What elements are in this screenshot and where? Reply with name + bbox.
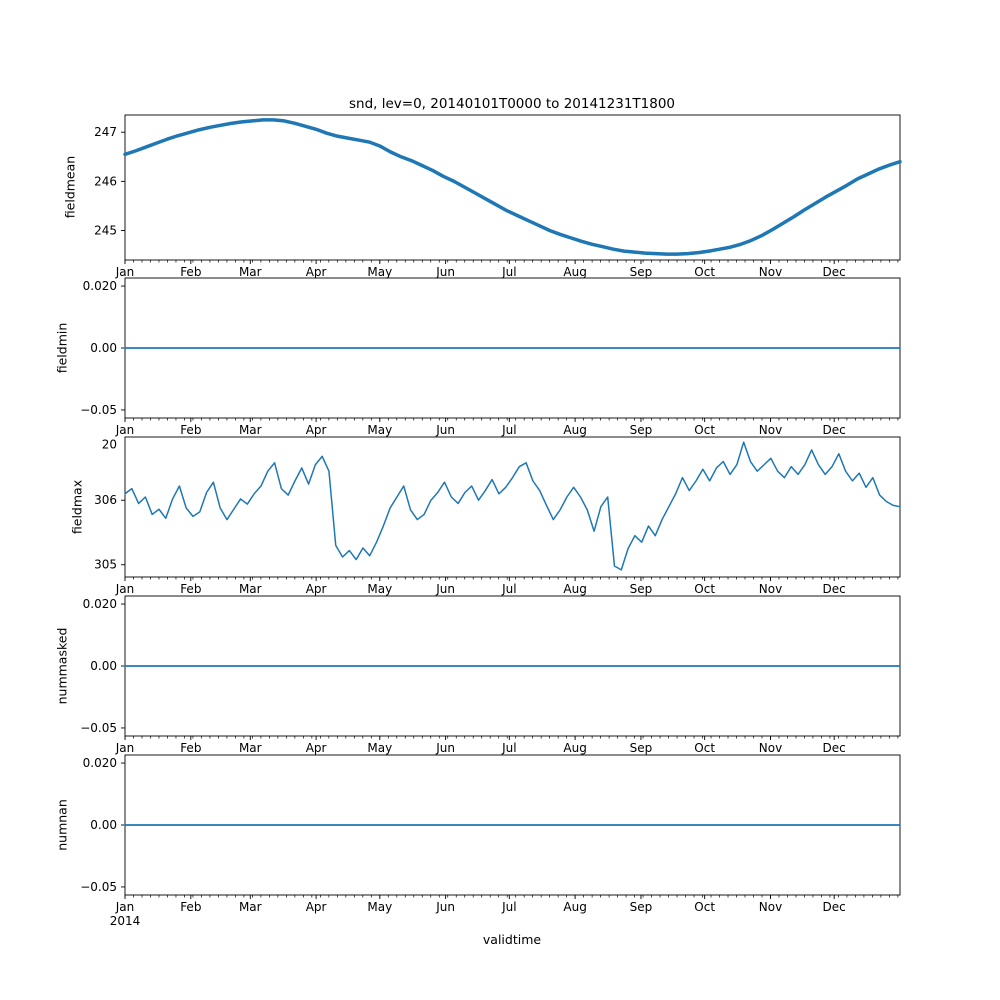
x-tick-label: Feb: [180, 900, 201, 914]
x-tick-label: Feb: [180, 265, 201, 279]
x-tick-label: Oct: [694, 423, 715, 437]
y-tick-label: 0.00: [90, 659, 117, 673]
x-tick-label: Feb: [180, 741, 201, 755]
ylabel-numnan: numnan: [54, 799, 70, 851]
x-tick-label: Aug: [563, 265, 586, 279]
y-tick-label: 245: [94, 224, 117, 238]
x-tick-label: Mar: [239, 741, 262, 755]
x-tick-label: Apr: [306, 900, 327, 914]
x-tick-label: Jan: [115, 741, 135, 755]
y-tick-label: −0.05: [80, 403, 117, 417]
x-axis-label: validtime: [482, 932, 542, 947]
x-tick-label: Aug: [563, 900, 586, 914]
x-tick-label: Mar: [239, 900, 262, 914]
x-tick-label: Oct: [694, 582, 715, 596]
x-tick-label: Dec: [823, 582, 846, 596]
y-tick-label: 306: [94, 493, 117, 507]
x-tick-label: Apr: [306, 741, 327, 755]
x-tick-label: Jul: [501, 900, 516, 914]
x-tick-label: Nov: [759, 582, 782, 596]
y-tick-label: 247: [94, 125, 117, 139]
year-label: 2014: [109, 914, 141, 928]
y-tick-label: −0.05: [80, 721, 117, 735]
x-tick-label: Nov: [759, 265, 782, 279]
x-tick-label: Jun: [435, 900, 455, 914]
x-tick-label: Aug: [563, 582, 586, 596]
x-tick-label: Sep: [630, 582, 653, 596]
x-tick-label: Jul: [501, 741, 516, 755]
y-tick-label: 0.020: [83, 756, 117, 770]
chart-title: snd, lev=0, 20140101T0000 to 20141231T18…: [348, 96, 676, 112]
x-tick-label: Aug: [563, 741, 586, 755]
x-tick-label: Dec: [823, 423, 846, 437]
y-tick-label: 0.00: [90, 341, 117, 355]
y-tick-label: −0.05: [80, 880, 117, 894]
x-tick-label: May: [367, 423, 392, 437]
x-tick-label: Jun: [435, 741, 455, 755]
x-tick-label: Sep: [630, 900, 653, 914]
x-tick-label: Nov: [759, 900, 782, 914]
x-tick-label: Oct: [694, 741, 715, 755]
x-tick-label: Jul: [501, 265, 516, 279]
y-tick-label: 0.00: [90, 818, 117, 832]
y-tick-label: 0.020: [83, 597, 117, 611]
x-tick-label: Mar: [239, 423, 262, 437]
x-tick-label: Dec: [823, 900, 846, 914]
x-tick-label: Apr: [306, 582, 327, 596]
x-tick-label: Jun: [435, 265, 455, 279]
x-tick-label: Jan: [115, 900, 135, 914]
ylabel-fieldmax: fieldmax: [69, 479, 85, 535]
x-tick-label: Jul: [501, 423, 516, 437]
x-tick-label: Nov: [759, 741, 782, 755]
ylabel-fieldmin: fieldmin: [54, 322, 70, 374]
plot-frame: [124, 436, 901, 578]
x-tick-label: Jun: [435, 582, 455, 596]
x-tick-label: May: [367, 265, 392, 279]
x-tick-label: Oct: [694, 265, 715, 279]
x-tick-label: Sep: [630, 265, 653, 279]
x-tick-label: Feb: [180, 423, 201, 437]
x-tick-label: May: [367, 900, 392, 914]
x-tick-label: Apr: [306, 265, 327, 279]
x-tick-label: Mar: [239, 265, 262, 279]
x-tick-label: Nov: [759, 423, 782, 437]
x-tick-label: Dec: [823, 741, 846, 755]
x-tick-label: May: [367, 741, 392, 755]
y-tick-label: 0.020: [83, 279, 117, 293]
x-tick-label: Sep: [630, 741, 653, 755]
x-tick-label: Jul: [501, 582, 516, 596]
x-tick-label: Apr: [306, 423, 327, 437]
x-tick-label: Feb: [180, 582, 201, 596]
x-tick-label: Dec: [823, 265, 846, 279]
x-tick-label: May: [367, 582, 392, 596]
y-tick-label: 305: [94, 558, 117, 572]
x-tick-label: Sep: [630, 423, 653, 437]
x-tick-label: Mar: [239, 582, 262, 596]
ylabel-nummasked: nummasked: [54, 627, 70, 705]
x-tick-label: Jun: [435, 423, 455, 437]
data-line-fieldmean: [123, 118, 902, 256]
x-tick-label: Aug: [563, 423, 586, 437]
x-tick-label: Jan: [115, 265, 135, 279]
x-tick-label: Jan: [115, 582, 135, 596]
ylabel-fieldmean: fieldmean: [62, 155, 78, 219]
y-tick-label: 246: [94, 174, 117, 188]
plot-frame: [124, 114, 901, 261]
y-tick-label: 20: [102, 438, 117, 452]
x-tick-label: Oct: [694, 900, 715, 914]
x-tick-label: Jan: [115, 423, 135, 437]
data-line-fieldmax: [124, 441, 901, 571]
